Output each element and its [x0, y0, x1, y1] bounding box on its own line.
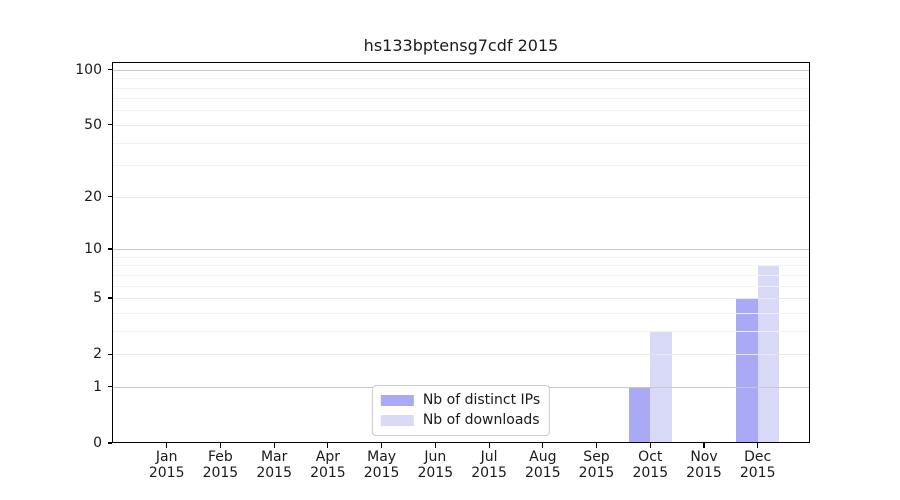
x-tick-mark — [595, 443, 598, 448]
y-tick-label: 0 — [93, 435, 102, 451]
major-gridline — [112, 124, 810, 126]
legend-label-distinct-ips: Nb of distinct IPs — [422, 392, 541, 408]
axes-layer: 0 1 2 5 10 20 50 100 Jan 2015 Feb 2015 Mar 2015 Apr 201… — [75, 62, 810, 481]
x-tick-label: May 2015 — [363, 449, 400, 481]
major-gridline — [112, 69, 810, 71]
y-tick-mark — [107, 353, 112, 355]
minor-gridline — [112, 330, 810, 332]
x-tick-mark — [488, 443, 490, 448]
x-tick-mark — [434, 443, 436, 448]
y-tick-label: 1 — [93, 378, 102, 395]
chart-title: hs133bptensg7cdf 2015 — [363, 36, 559, 55]
minor-gridline — [112, 312, 810, 314]
x-tick-label: Sep 2015 — [578, 449, 615, 481]
y-tick-mark — [107, 196, 112, 198]
legend-swatch-distinct-ips — [380, 394, 414, 406]
y-tick-label: 50 — [84, 116, 102, 133]
x-tick-mark — [327, 443, 329, 448]
y-tick-label: 2 — [93, 346, 102, 363]
x-tick-mark — [273, 443, 275, 448]
legend-item-downloads: Nb of downloads — [380, 412, 540, 428]
y-tick-label: 10 — [84, 241, 102, 257]
y-tick-mark — [107, 248, 112, 250]
minor-gridline — [112, 165, 810, 167]
x-tick-label: Oct 2015 — [632, 449, 669, 481]
bar-distinct-ips-oct — [628, 386, 651, 443]
x-tick-mark — [166, 443, 168, 448]
x-tick-label: Apr 2015 — [310, 449, 346, 481]
minor-gridline — [112, 256, 810, 258]
major-gridline — [112, 196, 810, 198]
minor-gridline — [112, 110, 810, 112]
x-tick-mark — [703, 443, 705, 448]
legend-label-downloads: Nb of downloads — [422, 412, 540, 428]
legend: Nb of distinct IPs Nb of downloads — [371, 385, 551, 436]
x-tick-label: Mar 2015 — [256, 449, 293, 481]
y-tick-label: 5 — [93, 290, 102, 306]
minor-gridline — [112, 87, 810, 89]
minor-gridline — [112, 265, 810, 267]
y-tick-mark — [107, 297, 112, 299]
y-tick-mark — [107, 69, 112, 71]
legend-swatch-downloads — [380, 414, 414, 426]
x-tick-label: Nov 2015 — [686, 449, 722, 481]
major-gridline — [112, 354, 810, 356]
legend-item-distinct-ips: Nb of distinct IPs — [380, 392, 541, 408]
x-tick-label: Feb 2015 — [202, 449, 239, 481]
minor-gridline — [112, 98, 810, 100]
x-tick-mark — [381, 443, 383, 448]
x-tick-mark — [542, 443, 544, 448]
gridlines-layer — [112, 62, 810, 443]
major-gridline — [112, 298, 810, 299]
y-tick-mark — [107, 386, 112, 388]
bar-distinct-ips-dec — [736, 298, 758, 443]
x-tick-label: Dec 2015 — [739, 449, 776, 481]
y-tick-label: 100 — [75, 61, 102, 78]
x-tick-mark — [757, 443, 759, 448]
major-gridline — [112, 249, 810, 250]
plot-area: 0 1 2 5 10 20 50 100 Jan 2015 Feb 2015 Mar 2015 Apr 201… — [75, 62, 810, 481]
x-tick-mark — [219, 443, 221, 448]
minor-gridline — [112, 285, 810, 287]
x-tick-mark — [649, 443, 651, 448]
minor-gridline — [112, 142, 810, 144]
minor-gridline — [112, 274, 810, 276]
y-tick-mark — [107, 124, 112, 126]
x-tick-label: Jan 2015 — [148, 449, 185, 481]
minor-gridline — [112, 78, 810, 80]
x-tick-label: Aug 2015 — [524, 449, 561, 481]
y-tick-mark — [107, 442, 112, 444]
x-tick-label: Jul 2015 — [471, 449, 507, 481]
y-tick-label: 20 — [84, 188, 102, 205]
x-tick-label: Jun 2015 — [417, 449, 454, 481]
